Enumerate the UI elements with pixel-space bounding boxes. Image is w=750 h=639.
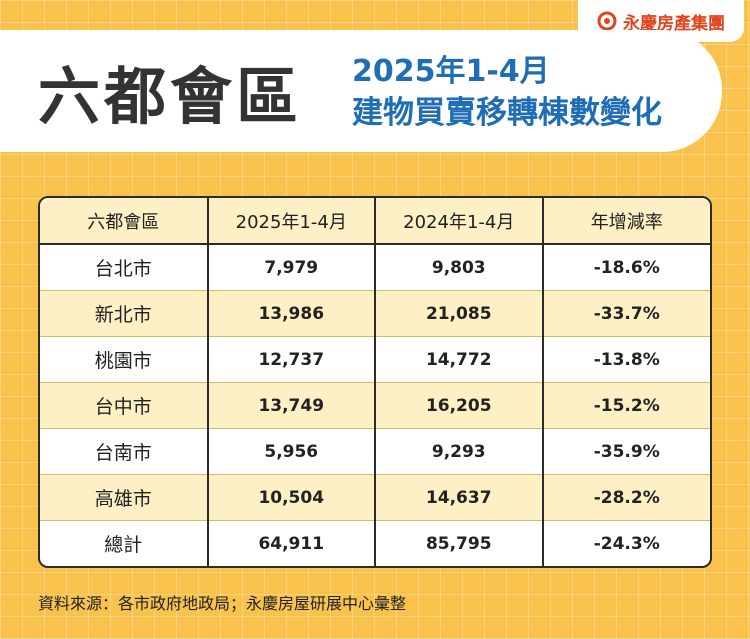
brand-name: 永慶房產集團 <box>623 13 725 34</box>
subtitle-period: 2025年1-4月 <box>352 54 550 89</box>
table-cell: -28.2% <box>541 474 710 521</box>
table-cell: -33.7% <box>541 290 710 337</box>
table: 六都會區 2025年1-4月 2024年1-4月 年增減率 台北市 7,979 9,803-… <box>40 198 710 566</box>
table-row: 台南市 5,956 9,293 -35.9% <box>40 428 710 475</box>
subtitle: 建物買賣移轉棟數變化 <box>352 95 662 131</box>
table-cell: 9,293 <box>374 428 543 475</box>
table-cell: 5,956 <box>206 428 375 475</box>
table-row: 高雄市 10,504 14,637 -28.2% <box>40 474 710 521</box>
table-cell: 13,749 <box>206 382 375 429</box>
table-cell: 10,504 <box>206 474 375 521</box>
row-label: 桃園市 <box>40 336 208 383</box>
row-label: 台中市 <box>40 382 208 429</box>
row-label: 台北市 <box>40 243 208 291</box>
row-label: 台南市 <box>40 428 208 475</box>
table-cell: -35.9% <box>541 428 710 475</box>
column-header: 六都會區 <box>40 198 208 245</box>
title-banner <box>0 30 722 152</box>
table-cell: -18.6% <box>541 243 710 291</box>
table-cell: -13.8% <box>541 336 710 383</box>
header-row: 六都會區 2025年1-4月 2024年1-4月 年增減率 <box>40 198 710 245</box>
row-label: 總計 <box>40 520 208 566</box>
table-cell: 64,911 <box>206 520 375 566</box>
table-cell: 7,979 <box>206 243 375 291</box>
table-cell: 21,085 <box>374 290 543 337</box>
table-cell: 9,803 <box>374 243 543 291</box>
row-label: 新北市 <box>40 290 208 337</box>
column-header: 年增減率 <box>541 198 710 245</box>
table-row: 總計 64,911 85,795 -24.3% <box>40 520 710 566</box>
table-cell: 16,205 <box>374 382 543 429</box>
table-row: 台北市 7,979 9,803 -18.6% <box>40 243 710 291</box>
table-cell: 13,986 <box>206 290 375 337</box>
column-header: 2025年1-4月 <box>206 198 375 245</box>
table-cell: 14,637 <box>374 474 543 521</box>
table-cell: 12,737 <box>206 336 375 383</box>
table-row: 新北市 13,986 21,085 -33.7% <box>40 290 710 337</box>
column-header: 2024年1-4月 <box>374 198 543 245</box>
row-label: 高雄市 <box>40 474 208 521</box>
table-cell: -24.3% <box>541 520 710 566</box>
table-frame: 六都會區 2025年1-4月 2024年1-4月 年增減率 台北市 7,979 9,803-… <box>38 196 712 568</box>
title: 六都會區 <box>38 60 303 133</box>
table-row: 台中市 13,749 16,205 -15.2% <box>40 382 710 429</box>
brand-logo <box>597 11 617 31</box>
source-note: 資料來源：各市政府地政局；永慶房屋研展中心彙整 <box>38 594 407 613</box>
table-row: 桃園市 12,737 14,772 -13.8% <box>40 336 710 383</box>
table-cell: 14,772 <box>374 336 543 383</box>
table-cell: -15.2% <box>541 382 710 429</box>
table-cell: 85,795 <box>374 520 543 566</box>
